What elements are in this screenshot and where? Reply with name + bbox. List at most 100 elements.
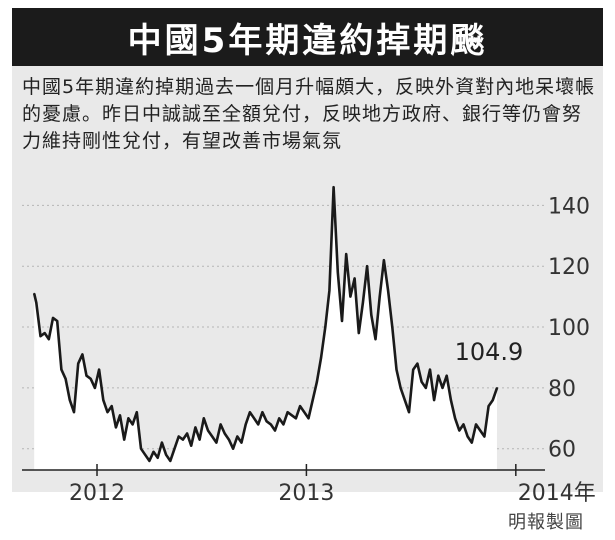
area-fill (34, 187, 497, 470)
data-point-0 (33, 292, 36, 295)
data-point-16 (98, 368, 100, 371)
data-point-24 (131, 423, 134, 426)
data-point-4 (47, 338, 50, 341)
data-point-51 (244, 423, 247, 426)
data-point-99 (445, 374, 448, 377)
data-point-96 (433, 399, 435, 401)
data-point-98 (441, 387, 444, 389)
data-point-92 (416, 362, 419, 365)
data-point-23 (127, 417, 130, 420)
data-point-94 (424, 387, 427, 389)
data-point-18 (106, 411, 109, 414)
data-point-108 (483, 435, 486, 438)
data-point-14 (89, 377, 92, 380)
data-point-49 (236, 435, 239, 438)
data-point-97 (437, 374, 440, 377)
data-point-111 (496, 387, 498, 389)
data-point-61 (286, 411, 289, 414)
data-point-31 (161, 441, 163, 444)
data-point-107 (479, 429, 482, 432)
data-point-12 (81, 353, 84, 356)
data-point-87 (395, 368, 398, 371)
data-point-66 (307, 417, 310, 420)
data-point-104 (466, 435, 469, 438)
data-point-20 (115, 426, 117, 429)
data-point-59 (278, 417, 281, 420)
data-point-46 (223, 432, 226, 435)
data-point-33 (169, 460, 172, 462)
x-tick-label-2014年: 2014年 (518, 481, 596, 506)
data-point-41 (202, 417, 205, 420)
data-point-93 (420, 380, 423, 383)
data-point-57 (269, 423, 272, 426)
data-point-76 (349, 295, 352, 298)
data-point-6 (56, 320, 59, 322)
data-point-58 (274, 429, 276, 432)
title-bar: 中國5年期違約掉期飈 (12, 8, 603, 66)
data-point-63 (295, 417, 297, 420)
data-point-86 (391, 326, 394, 328)
data-point-110 (491, 399, 494, 401)
y-tick-label-120: 120 (548, 255, 590, 280)
data-point-26 (140, 447, 142, 450)
data-point-82 (374, 338, 377, 341)
data-point-30 (156, 456, 159, 459)
data-point-10 (73, 411, 75, 414)
data-point-50 (240, 441, 243, 444)
x-tick-label-2012: 2012 (69, 481, 125, 506)
data-point-60 (282, 423, 285, 426)
data-point-85 (387, 289, 389, 292)
data-point-78 (357, 332, 360, 334)
data-point-47 (228, 438, 230, 441)
data-point-2 (39, 335, 42, 338)
data-point-11 (77, 362, 80, 365)
data-point-45 (219, 423, 222, 426)
data-point-22 (123, 438, 126, 441)
data-point-53 (253, 417, 256, 420)
data-point-100 (450, 399, 452, 401)
data-point-84 (383, 259, 385, 262)
data-point-77 (353, 277, 356, 280)
data-point-34 (173, 447, 176, 450)
last-value-label: 104.9 (455, 338, 524, 366)
data-point-68 (316, 380, 318, 383)
data-point-9 (68, 399, 71, 401)
data-point-21 (119, 414, 121, 417)
data-point-35 (177, 435, 180, 438)
data-point-40 (198, 438, 201, 441)
data-point-13 (85, 374, 88, 377)
y-tick-label-100: 100 (548, 316, 590, 341)
chart-subtitle: 中國5年期違約掉期過去一個月升幅頗大，反映外資對內地呆壞帳的憂慮。昨日中誠誠至全… (22, 76, 596, 152)
data-point-3 (43, 332, 46, 334)
data-point-17 (102, 399, 105, 401)
data-point-102 (458, 429, 461, 432)
data-point-88 (399, 387, 402, 389)
data-point-90 (408, 411, 410, 414)
data-point-37 (186, 432, 189, 435)
data-point-81 (370, 314, 373, 316)
data-point-106 (475, 423, 477, 426)
data-point-1 (35, 301, 38, 304)
data-point-89 (403, 399, 406, 401)
data-point-55 (261, 411, 264, 414)
series-line (32, 185, 499, 463)
y-tick-label-140: 140 (548, 194, 590, 219)
data-point-80 (366, 265, 368, 268)
data-point-67 (311, 399, 314, 401)
data-point-39 (194, 426, 197, 429)
data-point-54 (257, 423, 260, 426)
data-point-79 (362, 301, 364, 304)
data-point-72 (332, 186, 335, 189)
data-point-75 (345, 253, 348, 256)
data-point-103 (462, 423, 465, 426)
data-point-8 (64, 377, 67, 380)
data-point-52 (249, 411, 251, 414)
data-point-42 (207, 429, 209, 432)
credit-label: 明報製圖 (508, 512, 584, 533)
data-point-25 (135, 411, 138, 414)
data-point-83 (378, 295, 381, 298)
data-point-105 (470, 441, 473, 444)
data-point-74 (341, 320, 343, 322)
data-point-36 (182, 438, 184, 441)
